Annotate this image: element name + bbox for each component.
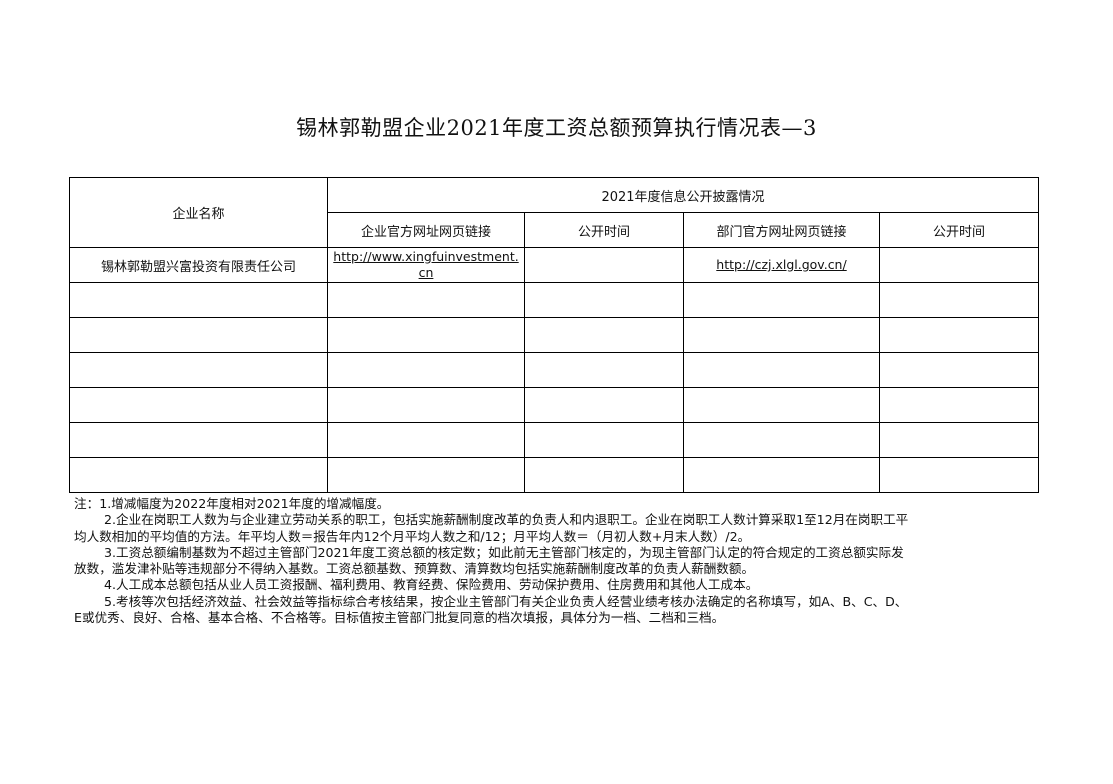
empty-cell xyxy=(327,317,525,353)
header-disclosure-group: 2021年度信息公开披露情况 xyxy=(327,177,1039,213)
empty-cell xyxy=(524,317,684,353)
header-company-name: 企业名称 xyxy=(69,177,328,248)
empty-cell xyxy=(69,317,328,353)
empty-cell xyxy=(683,352,880,388)
note-line: 均人数相加的平均值的方法。年平均人数＝报告年内12个月平均人数之和/12；月平均… xyxy=(74,528,751,544)
empty-cell xyxy=(683,317,880,353)
company-name-cell: 锡林郭勒盟兴富投资有限责任公司 xyxy=(69,247,328,283)
dept-website-link[interactable]: http://czj.xlgl.gov.cn/ xyxy=(716,257,847,272)
empty-cell xyxy=(879,317,1039,353)
empty-cell xyxy=(327,457,525,493)
empty-cell xyxy=(524,422,684,458)
notes: 注：1.增减幅度为2022年度相对2021年度的增减幅度。 2.企业在岗职工人数… xyxy=(74,496,1044,626)
company-link-cell: http://www.xingfuinvestment.cn xyxy=(327,247,525,283)
table-row-empty xyxy=(69,457,1039,493)
empty-cell xyxy=(683,387,880,423)
empty-cell xyxy=(879,457,1039,493)
empty-cell xyxy=(879,282,1039,318)
note-line: 放数，滥发津补贴等违规部分不得纳入基数。工资总额基数、预算数、清算数均包括实施薪… xyxy=(74,561,755,577)
empty-cell xyxy=(524,457,684,493)
empty-cell xyxy=(683,282,880,318)
empty-cell xyxy=(69,387,328,423)
dept-time-cell xyxy=(879,247,1039,283)
header-dept-link: 部门官方网址网页链接 xyxy=(683,212,880,248)
empty-cell xyxy=(683,422,880,458)
empty-cell xyxy=(879,387,1039,423)
note-line: 3.工资总额编制基数为不超过主管部门2021年度工资总额的核定数；如此前无主管部… xyxy=(104,544,904,560)
empty-cell xyxy=(69,422,328,458)
empty-cell xyxy=(69,457,328,493)
empty-cell xyxy=(524,282,684,318)
empty-cell xyxy=(327,282,525,318)
company-time-cell xyxy=(524,247,684,283)
note-line: E或优秀、良好、合格、基本合格、不合格等。目标值按主管部门批复同意的档次填报，具… xyxy=(74,610,725,626)
table-row: 锡林郭勒盟兴富投资有限责任公司 http://www.xingfuinvestm… xyxy=(69,247,1039,283)
company-website-link[interactable]: http://www.xingfuinvestment.cn xyxy=(333,249,519,280)
header-dept-time: 公开时间 xyxy=(879,212,1039,248)
page-title: 锡林郭勒盟企业2021年度工资总额预算执行情况表—3 xyxy=(296,116,817,140)
note-line: 5.考核等次包括经济效益、社会效益等指标综合考核结果，按企业主管部门有关企业负责… xyxy=(104,593,908,609)
empty-cell xyxy=(69,352,328,388)
note-line: 2.企业在岗职工人数为与企业建立劳动关系的职工，包括实施薪酬制度改革的负责人和内… xyxy=(104,512,909,528)
table-row-empty xyxy=(69,422,1039,458)
table-row-empty xyxy=(69,317,1039,353)
disclosure-table: 企业名称 2021年度信息公开披露情况 企业官方网址网页链接 公开时间 部门官方… xyxy=(69,177,1039,493)
empty-cell xyxy=(524,387,684,423)
table-row-empty xyxy=(69,282,1039,318)
empty-cell xyxy=(879,352,1039,388)
empty-cell xyxy=(683,457,880,493)
empty-cell xyxy=(69,282,328,318)
empty-cell xyxy=(327,352,525,388)
note-line: 4.人工成本总额包括从业人员工资报酬、福利费用、教育经费、保险费用、劳动保护费用… xyxy=(104,577,759,593)
empty-cell xyxy=(327,422,525,458)
table-row-empty xyxy=(69,387,1039,423)
header-company-link: 企业官方网址网页链接 xyxy=(327,212,525,248)
dept-link-cell: http://czj.xlgl.gov.cn/ xyxy=(683,247,880,283)
empty-cell xyxy=(879,422,1039,458)
table-row-empty xyxy=(69,352,1039,388)
header-company-time: 公开时间 xyxy=(524,212,684,248)
note-line: 注：1.增减幅度为2022年度相对2021年度的增减幅度。 xyxy=(74,496,390,511)
empty-cell xyxy=(327,387,525,423)
empty-cell xyxy=(524,352,684,388)
